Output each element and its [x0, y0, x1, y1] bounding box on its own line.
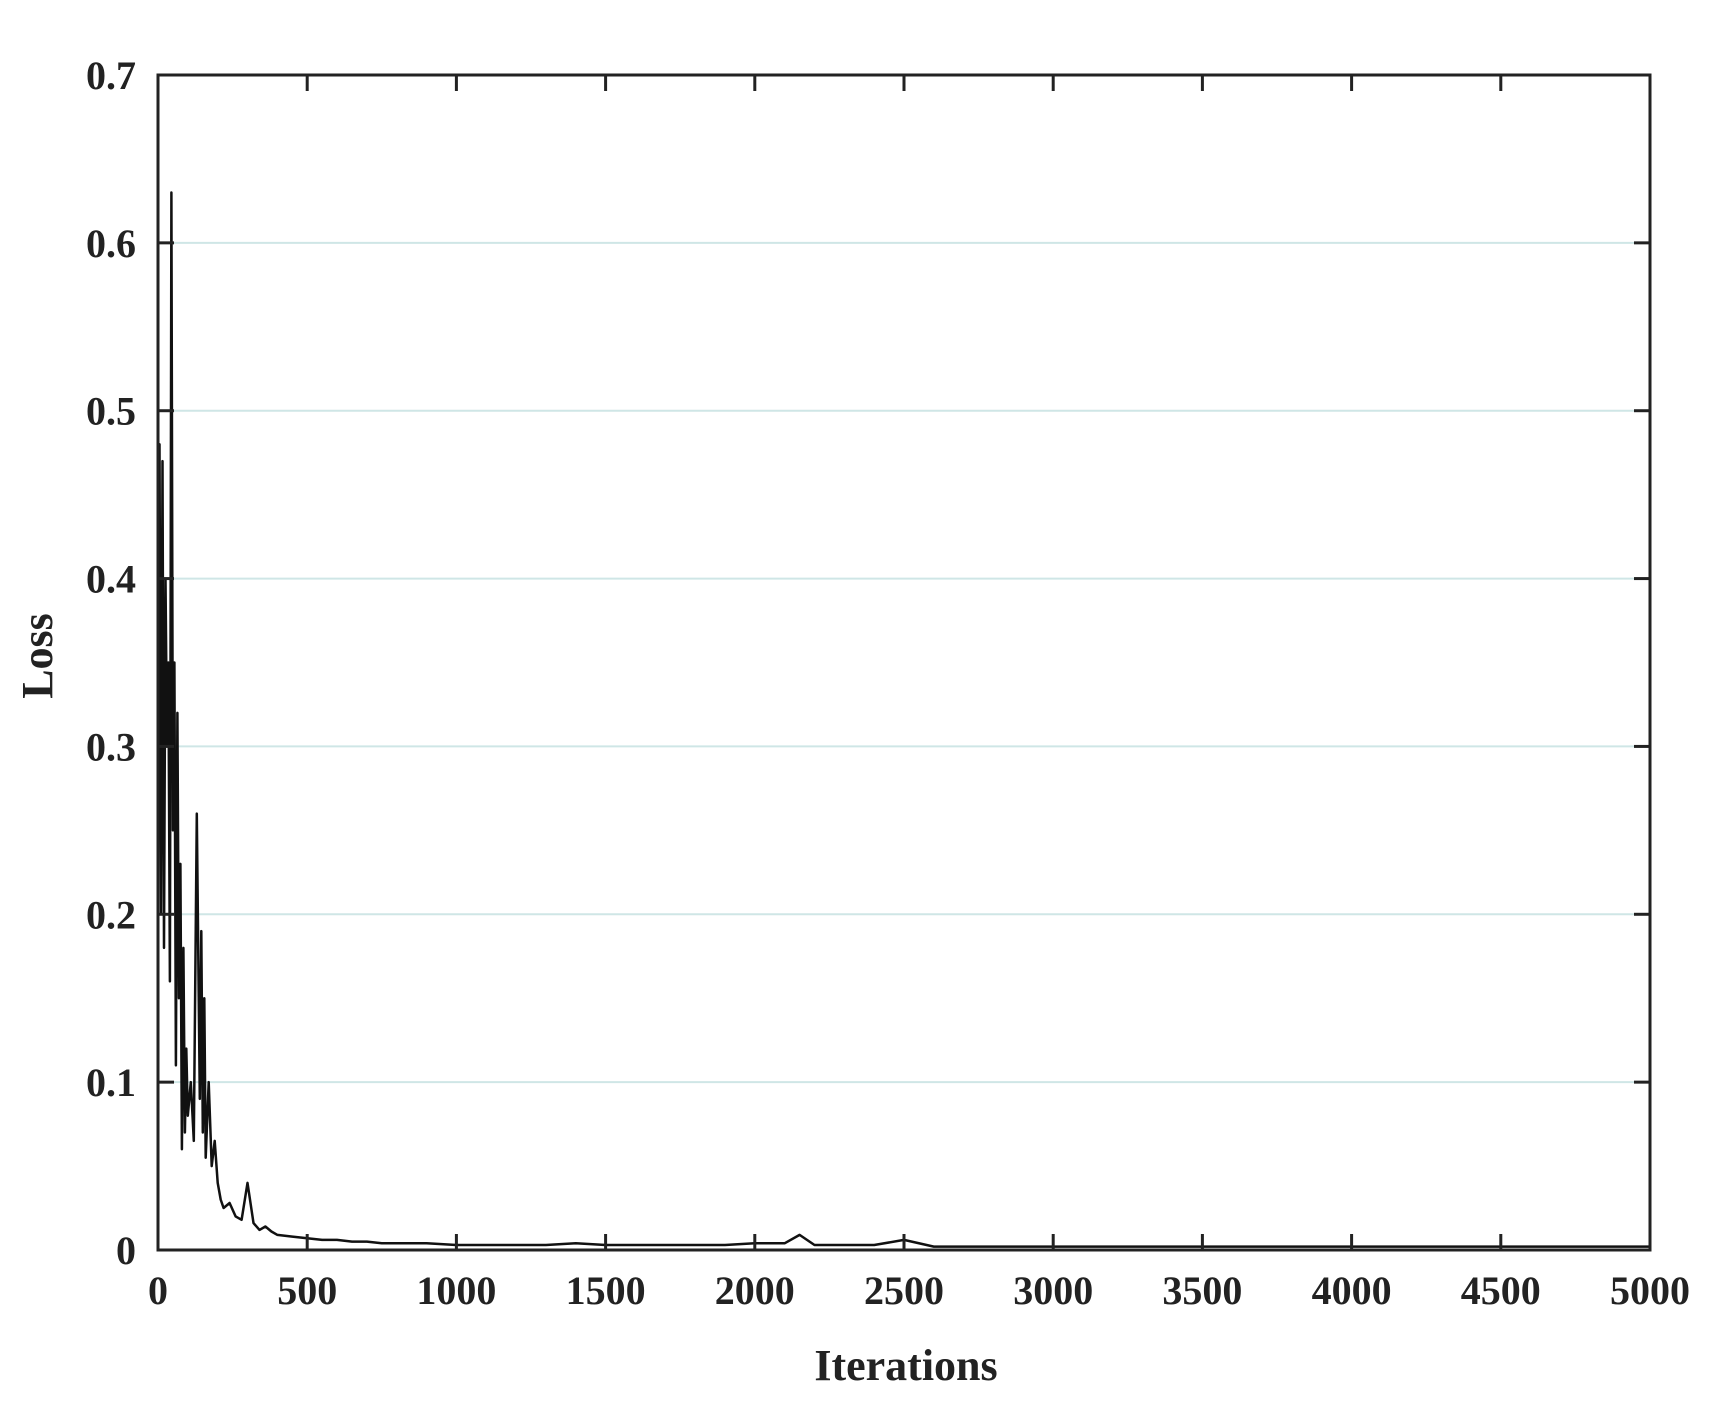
x-tick-label: 2000 [715, 1268, 795, 1313]
labels-layer: 0 500 1000 1500 2000 2500 3000 3500 4000 4500 5000… [86, 53, 1690, 1313]
y-tick-label: 0.3 [86, 724, 136, 769]
x-tick-label: 0 [148, 1268, 168, 1313]
y-tick-label: 0.6 [86, 221, 136, 266]
y-axis-label: Loss [13, 613, 62, 699]
x-axis-label: Iterations [814, 1341, 997, 1390]
plot-background [158, 75, 1650, 1250]
x-tick-label: 3500 [1162, 1268, 1242, 1313]
y-tick-label: 0 [116, 1228, 136, 1273]
x-tick-label: 2500 [864, 1268, 944, 1313]
loss-series-line [156, 191, 1650, 1248]
x-tick-label: 500 [277, 1268, 337, 1313]
x-tick-label: 1500 [566, 1268, 646, 1313]
y-tick-label: 0.2 [86, 892, 136, 937]
x-tick-label: 4000 [1312, 1268, 1392, 1313]
x-tick-label: 5000 [1610, 1268, 1690, 1313]
y-tick-label: 0.7 [86, 53, 136, 98]
x-tick-label: 3000 [1013, 1268, 1093, 1313]
grid-layer [158, 75, 1650, 1250]
x-tick-label: 4500 [1461, 1268, 1541, 1313]
x-tick-label: 1000 [416, 1268, 496, 1313]
series-layer [156, 191, 1650, 1248]
y-tick-label: 0.4 [86, 557, 136, 602]
ticks-layer [156, 73, 1652, 1252]
y-tick-label: 0.1 [86, 1060, 136, 1105]
y-tick-label: 0.5 [86, 389, 136, 434]
